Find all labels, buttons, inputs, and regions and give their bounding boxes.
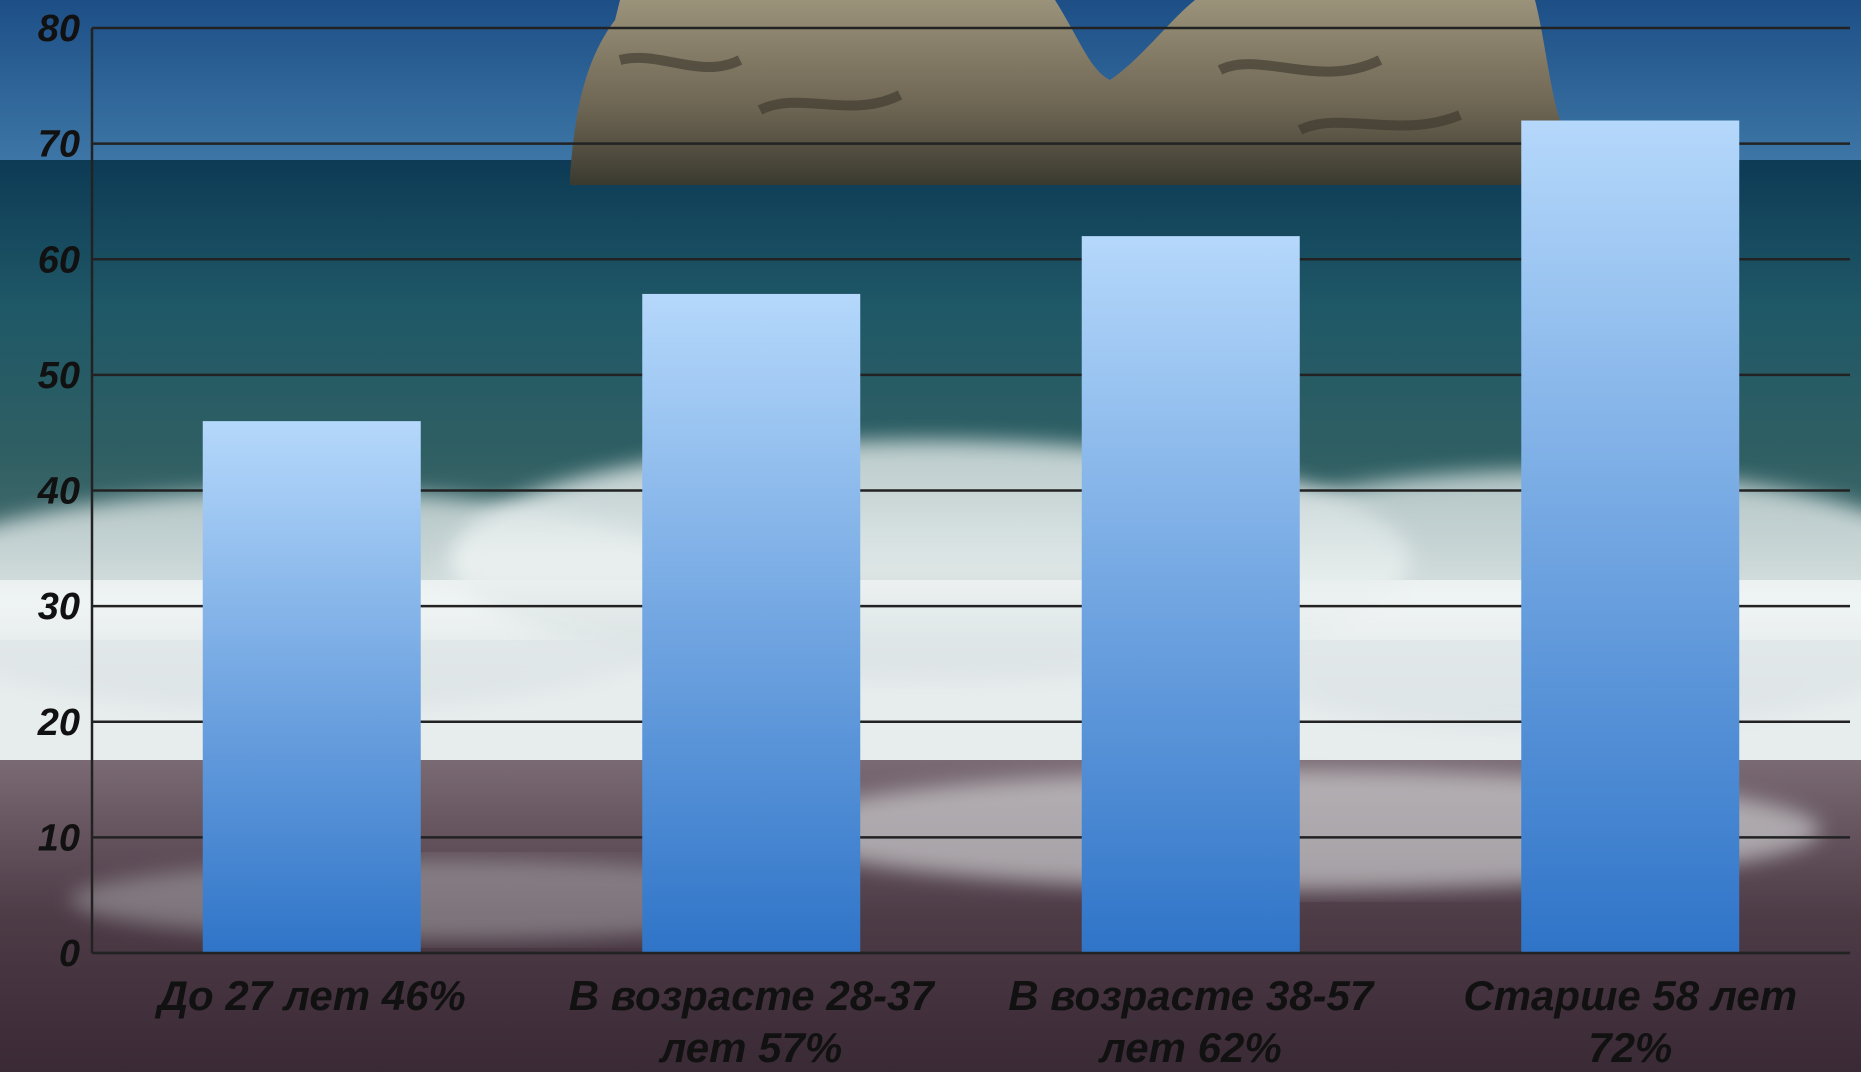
bar <box>1521 120 1740 953</box>
y-tick-labels: 0 10 20 30 40 50 60 70 80 <box>37 8 80 975</box>
category-label: В возрасте 28-37 лет 57% <box>569 972 936 1071</box>
category-label: До 27 лет 46% <box>155 972 466 1019</box>
category-label-line: До 27 лет 46% <box>155 972 466 1019</box>
axes <box>90 28 1850 955</box>
bar <box>202 421 421 953</box>
y-tick-label: 50 <box>38 355 80 397</box>
y-tick-label: 0 <box>59 933 80 975</box>
category-label-line: В возрасте 28-37 <box>569 972 936 1019</box>
y-tick-label: 40 <box>37 471 80 513</box>
y-tick-label: 30 <box>38 586 80 628</box>
category-label-line: 72% <box>1588 1024 1672 1071</box>
bars <box>202 120 1740 953</box>
y-tick-label: 60 <box>38 239 80 281</box>
category-label-line: В возрасте 38-57 <box>1008 972 1375 1019</box>
category-label-line: лет 62% <box>1098 1024 1282 1071</box>
y-tick-label: 70 <box>38 124 80 166</box>
y-tick-label: 80 <box>38 8 80 50</box>
category-labels: До 27 лет 46% В возрасте 28-37 лет 57%В во… <box>155 972 1797 1071</box>
category-label-line: лет 57% <box>658 1024 842 1071</box>
bar <box>642 293 861 953</box>
y-tick-label: 20 <box>37 702 80 744</box>
category-label: В возрасте 38-57 лет 62% <box>1008 972 1375 1071</box>
category-label: Старше 58 лет 72% <box>1463 972 1797 1071</box>
category-label-line: Старше 58 лет <box>1463 972 1797 1019</box>
y-tick-label: 10 <box>38 817 80 859</box>
bar <box>1081 236 1300 953</box>
